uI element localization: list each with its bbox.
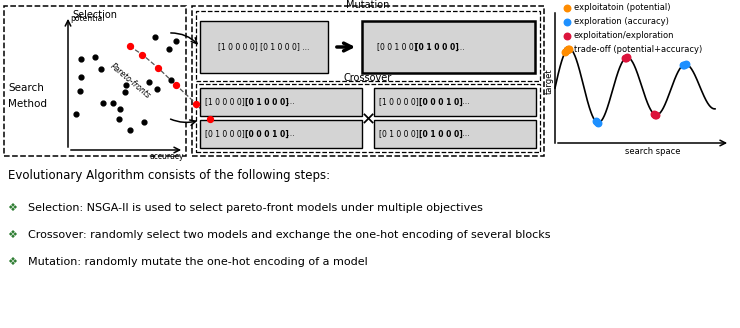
Text: ❖: ❖ — [8, 230, 26, 240]
Point — [561, 47, 573, 52]
Text: ...: ... — [285, 130, 295, 138]
Bar — [374, 88, 536, 116]
Text: [0 1 0 0 0]: [0 1 0 0 0] — [205, 130, 247, 138]
Text: ❖: ❖ — [8, 257, 26, 267]
Point — [561, 33, 573, 39]
Point — [204, 116, 215, 122]
Point — [74, 88, 86, 93]
Point — [163, 47, 175, 52]
Text: search space: search space — [625, 147, 680, 156]
Text: Crossover: Crossover — [344, 73, 392, 83]
Text: [0 0 0 1 0]: [0 0 0 1 0] — [245, 130, 289, 138]
Point — [124, 44, 135, 49]
Text: [0 0 1 0 0]: [0 0 1 0 0] — [377, 43, 419, 51]
Point — [563, 46, 575, 51]
Point — [561, 5, 573, 10]
Text: [0 1 0 0 0]: [0 1 0 0 0] — [245, 97, 289, 107]
Text: exploitation/exploration: exploitation/exploration — [574, 31, 674, 40]
Point — [113, 116, 125, 121]
Point — [190, 101, 202, 106]
Text: Evolutionary Algorithm consists of the following steps:: Evolutionary Algorithm consists of the f… — [8, 170, 330, 182]
Point — [590, 119, 602, 124]
Point — [152, 87, 164, 92]
Text: [1 0 0 0 0]: [1 0 0 0 0] — [205, 97, 247, 107]
Point — [170, 82, 182, 88]
Point — [75, 57, 87, 62]
Text: target: target — [545, 68, 554, 94]
Text: Selection: NSGA-II is used to select pareto-front models under multiple objectiv: Selection: NSGA-II is used to select par… — [28, 203, 483, 213]
Point — [591, 120, 603, 125]
Text: [0 1 0 0 0]: [0 1 0 0 0] — [415, 43, 459, 51]
Text: ...: ... — [285, 97, 295, 107]
Bar — [192, 6, 544, 156]
Point — [98, 101, 110, 106]
Text: [0 0 0 1 0]: [0 0 0 1 0] — [419, 97, 462, 107]
Text: [0 1 0 0 0]: [0 1 0 0 0] — [419, 130, 462, 138]
Point — [650, 112, 662, 117]
Point — [107, 100, 119, 105]
Point — [95, 66, 107, 72]
Text: [1 0 0 0 0]: [1 0 0 0 0] — [379, 97, 421, 107]
Point — [138, 119, 150, 124]
Bar — [200, 21, 328, 73]
Bar — [4, 6, 186, 156]
Point — [149, 34, 161, 39]
Text: exploration (accuracy): exploration (accuracy) — [574, 17, 669, 27]
Text: ...: ... — [460, 130, 469, 138]
Text: trade-off (potential+accuracy): trade-off (potential+accuracy) — [574, 46, 702, 54]
Point — [677, 63, 689, 68]
Bar — [200, 88, 362, 116]
Point — [562, 46, 574, 51]
Point — [592, 120, 604, 125]
Point — [619, 56, 630, 61]
Bar — [374, 120, 536, 148]
Text: Search: Search — [8, 83, 44, 93]
Bar — [200, 120, 362, 148]
Point — [622, 55, 633, 60]
Bar — [362, 21, 535, 73]
Point — [165, 77, 177, 82]
Point — [620, 55, 632, 60]
Point — [120, 83, 132, 88]
Point — [120, 89, 132, 94]
Point — [169, 39, 181, 44]
Text: accuracy: accuracy — [149, 152, 184, 161]
Point — [649, 112, 661, 117]
Point — [115, 107, 127, 112]
Bar — [196, 84, 540, 152]
Point — [679, 62, 691, 67]
Point — [559, 50, 571, 55]
Text: Method: Method — [8, 99, 47, 109]
Point — [561, 48, 573, 53]
Point — [679, 62, 690, 67]
Bar — [196, 11, 540, 81]
Point — [143, 80, 155, 85]
Text: ...: ... — [460, 97, 469, 107]
Text: Mutation: randomly mutate the one-hot encoding of a model: Mutation: randomly mutate the one-hot en… — [28, 257, 368, 267]
Point — [124, 127, 135, 133]
Text: Mutation: Mutation — [346, 0, 390, 10]
Point — [75, 74, 87, 79]
Point — [561, 19, 573, 25]
Text: ✕: ✕ — [360, 111, 376, 129]
Text: [1 0 0 0 0] [0 1 0 0 0] ...: [1 0 0 0 0] [0 1 0 0 0] ... — [218, 43, 309, 51]
Point — [136, 52, 148, 57]
Point — [90, 55, 101, 60]
Text: Crossover: randomly select two models and exchange the one-hot encoding of sever: Crossover: randomly select two models an… — [28, 230, 551, 240]
Point — [152, 66, 164, 71]
Point — [70, 111, 81, 116]
Text: ❖: ❖ — [8, 203, 26, 213]
Text: exploitatoin (potential): exploitatoin (potential) — [574, 4, 670, 12]
Text: ...: ... — [455, 43, 465, 51]
Text: [0 1 0 0 0]: [0 1 0 0 0] — [379, 130, 421, 138]
Text: potential: potential — [70, 14, 104, 23]
Point — [648, 111, 659, 116]
Text: Pareto-fronts: Pareto-fronts — [108, 62, 152, 100]
Text: Selection: Selection — [73, 10, 118, 20]
